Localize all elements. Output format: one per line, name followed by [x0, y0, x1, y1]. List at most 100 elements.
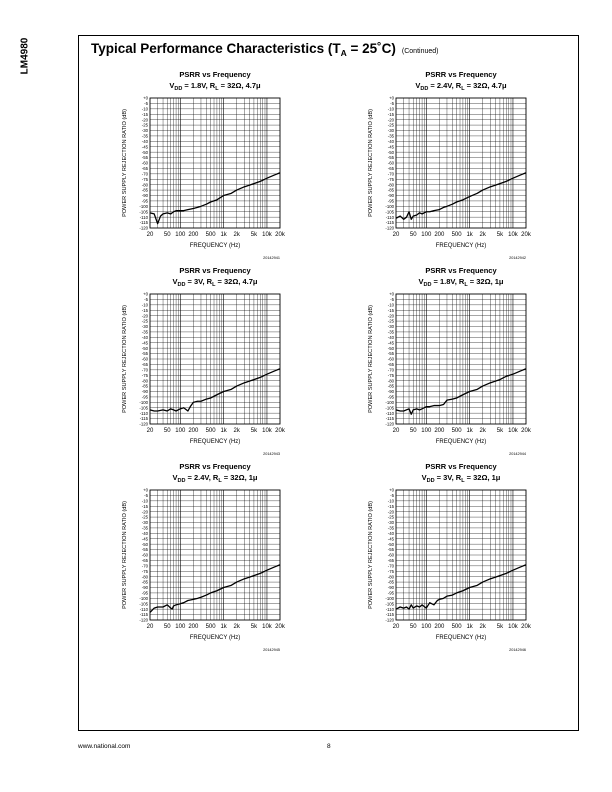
x-tick-label: 100	[421, 624, 432, 630]
subtitle-text: V	[415, 81, 420, 90]
y-tick-label: -15	[388, 112, 395, 117]
x-tick-label: 20	[147, 428, 154, 434]
y-tick-label: -45	[388, 536, 395, 541]
y-tick-label: -105	[139, 405, 148, 410]
y-tick-label: -85	[142, 188, 149, 193]
y-tick-label: -80	[388, 378, 395, 383]
y-tick-label: -80	[388, 182, 395, 187]
y-tick-label: -90	[388, 585, 395, 590]
chart-title: PSRR vs Frequency	[425, 266, 497, 275]
y-tick-label: -5	[144, 101, 148, 106]
psrr-chart-4: PSRR vs Frequency VDD = 1.8V, RL = 32Ω, 1…	[346, 264, 546, 462]
x-tick-label: 20k	[275, 428, 286, 434]
y-tick-label: -25	[388, 515, 395, 520]
x-tick-label: 200	[188, 232, 199, 238]
psrr-chart-2: PSRR vs Frequency VDD = 2.4V, RL = 32Ω, 4…	[346, 68, 546, 266]
y-tick-label: -95	[388, 591, 395, 596]
y-tick-label: -30	[142, 128, 149, 133]
x-tick-label: 500	[206, 232, 217, 238]
figure-id: 20142943	[263, 452, 280, 456]
footer-website: www.national.com	[78, 743, 131, 750]
y-tick-label: -30	[388, 520, 395, 525]
chart-subtitle: VDD = 3V, RL = 32Ω, 1μ	[422, 473, 501, 484]
x-tick-label: 50	[164, 232, 171, 238]
y-tick-label: -60	[388, 553, 395, 558]
x-axis-label: FREQUENCY (Hz)	[436, 439, 487, 445]
subtitle-text: = 3V, R	[435, 473, 462, 482]
y-tick-label: -120	[139, 422, 148, 427]
y-tick-label: -50	[388, 346, 395, 351]
plot-area-border	[149, 293, 281, 425]
y-tick-label: -65	[142, 362, 149, 367]
x-tick-label: 2k	[233, 232, 240, 238]
x-tick-label: 20k	[275, 624, 286, 630]
subtitle-text: = 1.8V, R	[182, 81, 215, 90]
y-axis-label: POWER SUPPLY REJECTION RATIO (dB)	[368, 501, 374, 609]
y-tick-label: +0	[389, 96, 395, 101]
x-tick-label: 100	[421, 232, 432, 238]
x-axis-label: FREQUENCY (Hz)	[190, 243, 241, 249]
subtitle-text: V	[172, 473, 177, 482]
y-tick-label: -45	[142, 144, 149, 149]
figure-id: 20142944	[509, 452, 526, 456]
x-tick-label: 500	[206, 428, 217, 434]
x-tick-label: 50	[410, 232, 417, 238]
y-tick-label: -65	[388, 558, 395, 563]
y-tick-label: -45	[388, 340, 395, 345]
y-tick-label: -65	[142, 558, 149, 563]
y-tick-label: -40	[388, 139, 395, 144]
x-tick-label: 200	[188, 624, 199, 630]
psrr-series-line	[395, 172, 527, 220]
y-tick-label: -80	[388, 574, 395, 579]
subtitle-subscript: DD	[174, 86, 182, 92]
chart-grid-lines	[150, 294, 280, 424]
y-tick-label: -20	[142, 313, 149, 318]
y-tick-label: -95	[142, 395, 149, 400]
y-tick-label: -50	[388, 542, 395, 547]
x-tick-label: 20	[147, 232, 154, 238]
psrr-chart-5: PSRR vs Frequency VDD = 2.4V, RL = 32Ω, 1…	[100, 460, 300, 658]
part-number-text: LM4980	[19, 37, 31, 75]
y-tick-label: -105	[139, 601, 148, 606]
y-tick-label: -70	[142, 563, 149, 568]
y-tick-label: -105	[385, 405, 394, 410]
psrr-chart-1: PSRR vs Frequency VDD = 1.8V, RL = 32Ω, 4…	[100, 68, 300, 266]
chart-title: PSRR vs Frequency	[179, 462, 251, 471]
plot-area-border	[395, 97, 527, 229]
subtitle-subscript: DD	[177, 282, 185, 288]
y-axis-label: POWER SUPPLY REJECTION RATIO (dB)	[122, 501, 128, 609]
y-tick-label: -85	[142, 384, 149, 389]
y-tick-label: -60	[142, 161, 149, 166]
subtitle-text: = 1.8V, R	[431, 277, 464, 286]
subtitle-subscript: DD	[420, 86, 428, 92]
y-tick-label: -80	[142, 574, 149, 579]
y-tick-label: -10	[142, 302, 149, 307]
y-tick-label: -95	[142, 591, 149, 596]
y-tick-label: -60	[388, 161, 395, 166]
content-frame	[78, 35, 579, 731]
chart-subtitle: VDD = 1.8V, RL = 32Ω, 1μ	[418, 277, 503, 288]
y-tick-label: +0	[143, 96, 149, 101]
x-tick-label: 2k	[479, 232, 486, 238]
y-tick-label: -105	[385, 209, 394, 214]
y-tick-label: -65	[388, 166, 395, 171]
y-tick-label: -30	[388, 128, 395, 133]
y-tick-label: -5	[144, 297, 148, 302]
x-tick-label: 100	[175, 624, 186, 630]
x-tick-label: 20k	[275, 232, 286, 238]
y-tick-label: -35	[142, 134, 149, 139]
subtitle-subscript: L	[218, 478, 222, 484]
y-tick-label: -110	[386, 215, 395, 220]
x-tick-label: 10k	[508, 624, 519, 630]
y-tick-label: -40	[142, 139, 149, 144]
y-tick-label: -95	[388, 199, 395, 204]
x-tick-label: 50	[164, 428, 171, 434]
y-tick-label: -20	[388, 313, 395, 318]
subtitle-subscript: DD	[427, 478, 435, 484]
y-tick-label: -20	[388, 117, 395, 122]
subtitle-text: V	[172, 277, 177, 286]
y-tick-label: -5	[390, 493, 394, 498]
y-tick-label: -55	[142, 155, 149, 160]
y-tick-label: -120	[139, 226, 148, 231]
